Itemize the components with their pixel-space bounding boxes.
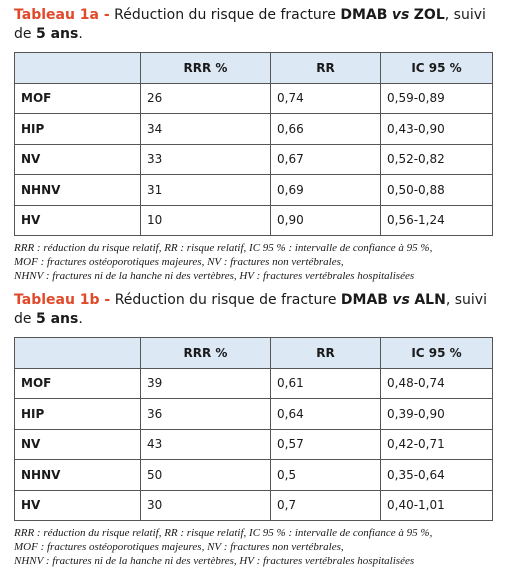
table-row: MOF 26 0,74 0,59-0,89 [14, 82, 493, 114]
table-cell: 36 [140, 398, 271, 430]
title-text: vs [392, 292, 410, 308]
header-cell: RRR % [140, 52, 271, 84]
title-text: DMAB [340, 7, 388, 23]
table-cell: 0,39-0,90 [380, 398, 493, 430]
row-label: HIP [14, 398, 141, 430]
table-cell: 31 [140, 174, 271, 206]
row-label: HV [14, 204, 141, 236]
row-label: NV [14, 428, 141, 460]
title-text: Réduction du risque de fracture [114, 292, 341, 308]
title-text: vs [391, 7, 410, 23]
table-row: HIP 34 0,66 0,43-0,90 [14, 113, 493, 145]
row-label: MOF [14, 367, 141, 399]
title-text: . [78, 311, 83, 327]
table-cell: 0,52-0,82 [380, 143, 493, 175]
title-text: ZOL [413, 7, 445, 23]
header-cell: RR [270, 337, 381, 369]
row-label: HV [14, 489, 141, 521]
row-label: NHNV [14, 174, 141, 206]
footnote-line: RRR : réduction du risque relatif, RR : … [14, 242, 433, 254]
table-row: MOF 39 0,61 0,48-0,74 [14, 367, 493, 399]
table-cell: 0,59-0,89 [380, 82, 493, 114]
footnote-line: NHNV : fractures ni de la hanche ni des … [14, 270, 415, 282]
table-cell: 0,90 [270, 204, 381, 236]
footnote-line: MOF : fractures ostéoporotiques majeures… [14, 541, 344, 553]
table-cell: 0,40-1,01 [380, 489, 493, 521]
table-cell: 0,42-0,71 [380, 428, 493, 460]
header-row: RRR % RR IC 95 % [14, 337, 493, 369]
table-cell: 0,50-0,88 [380, 174, 493, 206]
header-cell: RRR % [140, 337, 271, 369]
footnote-line: NHNV : fractures ni de la hanche ni des … [14, 555, 415, 567]
table-cell: 0,66 [270, 113, 381, 145]
table-cell: 0,48-0,74 [380, 367, 493, 399]
header-cell [14, 337, 141, 369]
table-row: NV 33 0,67 0,52-0,82 [14, 143, 493, 175]
title-text: . [78, 26, 83, 42]
table-row: HV 10 0,90 0,56-1,24 [14, 204, 493, 236]
table-row: HIP 36 0,64 0,39-0,90 [14, 398, 493, 430]
footnote-line: RRR : réduction du risque relatif, RR : … [14, 527, 433, 539]
table-label: Tableau 1b - [14, 292, 111, 308]
table-cell: 10 [140, 204, 271, 236]
data-table: RRR % RR IC 95 % MOF 26 0,74 0,59-0,89 HIP 34 0,6… [14, 52, 493, 236]
header-cell [14, 52, 141, 84]
table-cell: 0,74 [270, 82, 381, 114]
title-text: , suivi de [14, 292, 487, 327]
footnote-line: MOF : fractures ostéoporotiques majeures… [14, 256, 344, 268]
table-cell: 26 [140, 82, 271, 114]
table-cell: 43 [140, 428, 271, 460]
header-cell: IC 95 % [380, 52, 493, 84]
title-text: , suivi de [14, 7, 486, 42]
table-row: NV 43 0,57 0,42-0,71 [14, 428, 493, 460]
title-text: ALN [414, 292, 446, 308]
table-cell: 39 [140, 367, 271, 399]
section-title: Tableau 1a - Réduction du risque de frac… [14, 6, 493, 44]
table-row: NHNV 31 0,69 0,50-0,88 [14, 174, 493, 206]
row-label: MOF [14, 82, 141, 114]
table-cell: 0,67 [270, 143, 381, 175]
row-label: NV [14, 143, 141, 175]
table-cell: 0,35-0,64 [380, 459, 493, 491]
page-body: Tableau 1a - Réduction du risque de frac… [14, 7, 493, 567]
table-cell: 0,64 [270, 398, 381, 430]
row-label: NHNV [14, 459, 141, 491]
table-cell: 0,56-1,24 [380, 204, 493, 236]
table-cell: 34 [140, 113, 271, 145]
title-text: Réduction du risque de fracture [114, 7, 341, 23]
table-cell: 0,57 [270, 428, 381, 460]
page: {"sections": [ {"title": {"label": "Tabl… [14, 7, 493, 567]
header-cell: IC 95 % [380, 337, 493, 369]
row-label: HIP [14, 113, 141, 145]
table-label: Tableau 1a - [14, 7, 110, 23]
title-text: DMAB [340, 292, 388, 308]
table-cell: 0,5 [270, 459, 381, 491]
table-row: NHNV 50 0,5 0,35-0,64 [14, 459, 493, 491]
data-table: RRR % RR IC 95 % MOF 39 0,61 0,48-0,74 HIP 36 0,6… [14, 337, 493, 521]
table-cell: 50 [140, 459, 271, 491]
table-cell: 0,7 [270, 489, 381, 521]
section-title: Tableau 1b - Réduction du risque de frac… [14, 291, 493, 329]
header-row: RRR % RR IC 95 % [14, 52, 493, 84]
table-cell: 0,69 [270, 174, 381, 206]
header-cell: RR [270, 52, 381, 84]
footnote: RRR : réduction du risque relatif, RR : … [14, 241, 493, 283]
table-cell: 0,43-0,90 [380, 113, 493, 145]
table-cell: 33 [140, 143, 271, 175]
table-cell: 0,61 [270, 367, 381, 399]
title-text: 5 ans [35, 311, 79, 327]
table-row: HV 30 0,7 0,40-1,01 [14, 489, 493, 521]
footnote: RRR : réduction du risque relatif, RR : … [14, 526, 493, 568]
table-cell: 30 [140, 489, 271, 521]
title-text: 5 ans [35, 26, 79, 42]
